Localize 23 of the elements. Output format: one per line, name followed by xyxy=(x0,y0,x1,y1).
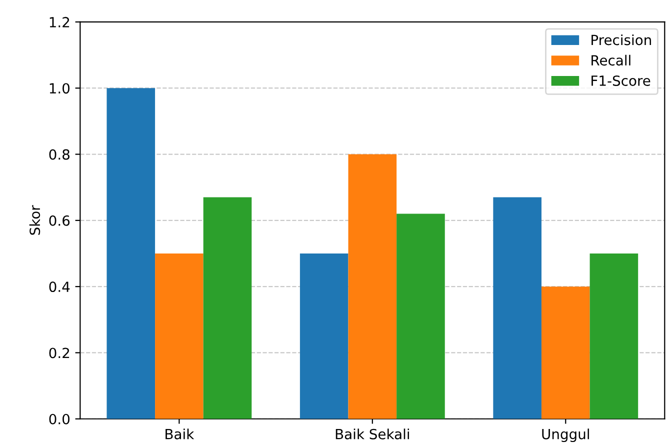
bar xyxy=(590,253,638,419)
x-tick-label: Baik Sekali xyxy=(336,428,409,440)
bar xyxy=(396,214,445,419)
x-tick-label: Unggul xyxy=(542,428,589,442)
legend-label: F1-Score xyxy=(592,75,650,86)
legend-label: Recall xyxy=(592,54,630,66)
bar xyxy=(203,197,252,419)
y-tick-label: 0.4 xyxy=(49,282,70,292)
y-tick-label: 0.2 xyxy=(49,348,70,358)
y-tick-label: 1.2 xyxy=(50,16,70,28)
bar xyxy=(541,286,590,419)
y-tick-label: 0.8 xyxy=(49,149,70,160)
x-tick-label: Baik xyxy=(166,428,194,440)
y-axis-title: Skor xyxy=(29,205,40,235)
bar xyxy=(300,253,348,419)
bar xyxy=(155,253,204,419)
y-tick-label: 1.0 xyxy=(50,83,70,94)
y-tick-label: 0.0 xyxy=(49,414,70,424)
bar xyxy=(106,88,156,419)
bar xyxy=(348,154,397,419)
legend-label: Precision xyxy=(592,34,651,46)
bar xyxy=(493,197,542,419)
y-tick-label: 0.6 xyxy=(49,215,70,226)
